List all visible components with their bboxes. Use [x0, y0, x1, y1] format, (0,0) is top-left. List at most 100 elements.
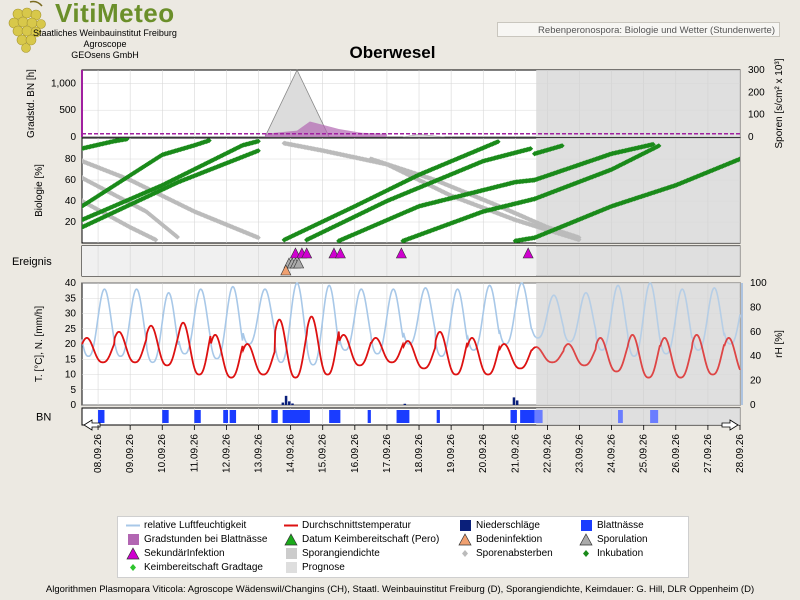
ytick-wet-right: 40 — [750, 351, 762, 362]
legend-label: Sporulation — [597, 534, 648, 545]
ytick-wet-left: 35 — [65, 293, 77, 304]
legend-triangle-icon — [458, 533, 472, 546]
legend-label: Blattnässe — [597, 520, 644, 531]
rain-bar — [288, 401, 291, 405]
chart-type-box: Rebenperonospora: Biologie und Wetter (S… — [497, 22, 780, 37]
spore-death-point — [576, 234, 582, 241]
xtick-label: 23.09.26 — [575, 434, 586, 473]
ylabel-spor-left: Gradstd. BN [h] — [26, 69, 37, 138]
xtick-label: 12.09.26 — [221, 434, 232, 473]
legend-square-icon — [460, 520, 471, 531]
grape-icon — [8, 0, 46, 53]
xtick-label: 11.09.26 — [189, 434, 200, 473]
incubation-point — [124, 138, 130, 142]
rain-bar — [512, 397, 516, 405]
org-line-3: GEOsens GmbH — [71, 50, 139, 60]
humidity-line-observed — [81, 282, 537, 366]
wetness-bar — [229, 410, 237, 423]
ytick-wet-right: 80 — [750, 302, 762, 313]
xtick-label: 22.09.26 — [542, 434, 553, 473]
org-line-2: Agroscope — [83, 39, 127, 49]
wetness-bar — [520, 410, 535, 423]
xtick-label: 20.09.26 — [478, 434, 489, 473]
wetness-bar — [396, 410, 410, 423]
xtick-label: 15.09.26 — [318, 434, 329, 473]
temperature-line-observed — [81, 315, 537, 379]
wetness-bar — [98, 410, 105, 423]
wetness-bar — [510, 410, 517, 423]
wetness-bar — [367, 410, 371, 423]
incubation-point — [656, 143, 662, 149]
legend-square-icon — [286, 548, 297, 559]
sekundaer-marker — [334, 247, 346, 259]
forecast-shade-spor — [536, 70, 740, 137]
wetness-bar — [223, 410, 229, 423]
ytick-bio: 80 — [65, 154, 77, 165]
ylabel-wet-right: rH [%] — [774, 330, 785, 358]
legend-line-icon — [126, 524, 140, 527]
ytick-wet-left: 25 — [65, 324, 77, 335]
wetness-bar — [282, 410, 310, 423]
incubation-point — [527, 146, 534, 152]
sporangien-density-small — [402, 134, 445, 138]
temperature-line-forecast — [535, 334, 741, 379]
ytick-wet-left: 10 — [65, 370, 77, 381]
incubation-point — [559, 143, 565, 149]
xtick-label: 09.09.26 — [125, 434, 136, 473]
ytick-wet-right: 20 — [750, 376, 762, 387]
xtick-label: 16.09.26 — [350, 434, 361, 473]
sporulation-marker — [293, 257, 305, 269]
ytick-spor-right: 100 — [748, 110, 765, 121]
legend-line-icon — [284, 524, 298, 527]
ytick-wet-right: 100 — [750, 278, 767, 289]
brand-title: VitiMeteo — [55, 0, 175, 28]
wetness-bar — [436, 410, 440, 423]
legend-triangle-icon — [284, 533, 298, 546]
ytick-spor-left: 500 — [59, 105, 76, 116]
sekundaer-marker — [301, 247, 313, 259]
wetness-bar — [162, 410, 169, 423]
xtick-label: 24.09.26 — [607, 434, 618, 473]
sekundaer-marker — [522, 247, 534, 259]
legend-triangle-icon — [579, 533, 593, 546]
footer-credits: Algorithmen Plasmopara Viticola: Agrosco… — [45, 584, 755, 595]
legend-label: Niederschläge — [476, 520, 540, 531]
legend-label: Bodeninfektion — [476, 534, 543, 545]
label-ereignis: Ereignis — [12, 256, 52, 268]
wetness-bar-forecast — [650, 410, 659, 423]
legend-square-icon — [581, 520, 592, 531]
ytick-bio: 20 — [65, 217, 77, 228]
peronospora-chart: 0 500 1,000 0 100 200 300 Gradstd. BN [h] Sporen… — [12, 58, 785, 473]
xtick-label: 13.09.26 — [254, 434, 265, 473]
wetness-bar — [194, 410, 201, 423]
xtick-label: 28.09.26 — [735, 434, 746, 473]
ytick-spor-right: 300 — [748, 65, 765, 76]
ylabel-spor-right: Sporen [s/cm² x 10³] — [774, 58, 785, 148]
legend-label: Keimbereitschaft Gradtage — [144, 562, 263, 573]
spore-death-point — [174, 234, 180, 240]
ytick-wet-left: 15 — [65, 354, 77, 365]
incubation-point — [495, 139, 501, 145]
legend-diamond-icon — [583, 550, 589, 557]
xtick-label: 17.09.26 — [382, 434, 393, 473]
rain-bar — [281, 402, 285, 405]
spore-death-group — [82, 140, 582, 243]
ytick-spor-left: 0 — [70, 132, 76, 143]
incubation-group — [82, 138, 740, 243]
xtick-label: 10.09.26 — [157, 434, 168, 473]
legend-label: relative Luftfeuchtigkeit — [144, 520, 247, 531]
ytick-wet-left: 40 — [65, 278, 77, 289]
ytick-spor-left: 1,000 — [51, 78, 76, 89]
label-bn: BN — [36, 412, 51, 424]
xtick-label: 18.09.26 — [414, 434, 425, 473]
legend-label: SekundärInfektion — [144, 548, 225, 559]
station-title: Oberwesel — [349, 43, 436, 62]
ytick-wet-left: 0 — [70, 400, 76, 411]
legend-diamond-icon — [462, 550, 468, 557]
xtick-label: 27.09.26 — [703, 434, 714, 473]
ytick-bio: 40 — [65, 196, 77, 207]
ytick-spor-right: 200 — [748, 87, 765, 98]
scroll-left-arrow — [83, 419, 101, 431]
legend-label: Gradstunden bei Blattnässe — [144, 534, 268, 545]
